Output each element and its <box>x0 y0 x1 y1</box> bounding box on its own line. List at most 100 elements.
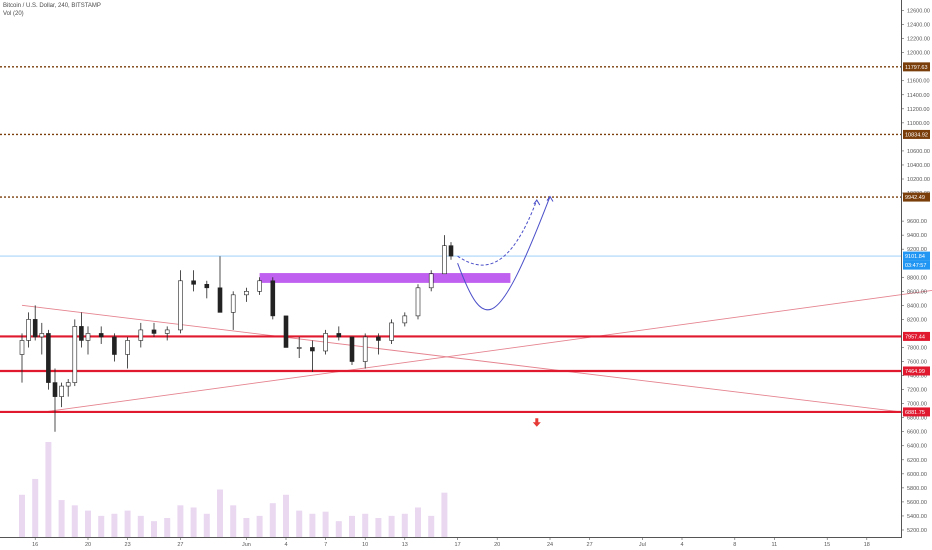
arrow-down-icon <box>532 418 541 427</box>
volume-bar <box>401 513 408 537</box>
time-tick-label: 4 <box>284 542 287 548</box>
price-tick-label: 7400.00 <box>907 374 927 380</box>
price-tick-label: 11600.00 <box>907 79 930 85</box>
time-tick-label: Jul <box>639 542 646 548</box>
volume-bar <box>349 515 355 537</box>
countdown-tag-label: 03:47:57 <box>905 263 926 269</box>
volume-bar <box>230 505 237 537</box>
time-tick-label: 8 <box>733 542 736 548</box>
candle-body <box>164 329 170 334</box>
volume-bar <box>375 518 382 537</box>
volume-bar <box>322 511 329 537</box>
candle-body <box>39 333 45 338</box>
candle-body <box>323 333 328 352</box>
volume-bar <box>203 513 210 537</box>
time-tick-label: 20 <box>85 542 91 548</box>
price-axis[interactable]: 12600.00 12400.00 12200.00 12000.00 11600.00… <box>901 9 930 534</box>
time-tick-label: 10 <box>362 542 368 548</box>
candle-body <box>336 333 342 338</box>
price-level-tag-label: 6881.75 <box>905 410 925 416</box>
candle-body <box>112 336 117 355</box>
volume-bar <box>151 521 157 537</box>
price-level-tag <box>903 331 930 341</box>
price-levels <box>0 66 901 414</box>
time-tick-label: 24 <box>547 542 553 548</box>
time-tick-label: 23 <box>125 542 131 548</box>
price-tick-label: 12000.00 <box>907 51 930 57</box>
volume-bar <box>164 518 171 537</box>
candle-body <box>191 280 196 285</box>
volume-bar <box>137 515 144 537</box>
candle-body <box>19 340 25 355</box>
price-tick-label: 6400.00 <box>907 444 927 450</box>
candle-body <box>217 287 223 313</box>
candle-body <box>428 273 434 289</box>
countdown-tag <box>903 260 930 270</box>
volume-bar <box>388 515 395 537</box>
candle-body <box>362 336 368 362</box>
volume-bar <box>256 515 263 537</box>
volume-bar <box>428 515 435 537</box>
candle-body <box>72 326 78 383</box>
price-level-tag-label: 11797.63 <box>905 65 928 71</box>
candle-body <box>389 322 394 341</box>
candle-body <box>26 319 31 341</box>
candle-body <box>230 294 236 313</box>
volume-bars <box>19 442 448 537</box>
candle-body <box>79 326 84 341</box>
candle-body <box>52 382 58 397</box>
price-tick-label: 10200.00 <box>907 177 930 183</box>
price-tick-label: 8400.00 <box>907 303 927 309</box>
chart-legend: Bitcoin / U.S. Dollar, 240, BITSTAMP Vol… <box>3 2 101 18</box>
volume-bar <box>296 510 303 537</box>
solid-projection-path <box>457 196 551 311</box>
candle-body <box>270 280 276 317</box>
price-level-tag <box>903 129 930 139</box>
price-level-tag <box>903 366 930 376</box>
time-tick-label: 13 <box>402 542 408 548</box>
price-tick-label: 12600.00 <box>907 9 930 15</box>
time-axis[interactable]: 16 20 23 27 Jun 4 7 10 13 17 20 24 27 Jul 4 8 11 15 18 <box>32 537 870 548</box>
candle-body <box>138 329 144 341</box>
candle-body <box>125 340 130 355</box>
candle-body <box>402 315 408 324</box>
volume-bar <box>217 489 223 537</box>
time-tick-label: 18 <box>864 542 870 548</box>
volume-bar <box>58 500 65 537</box>
price-level-tag-label: 7957.44 <box>905 334 925 340</box>
price-tick-label: 10600.00 <box>907 149 930 155</box>
supply-zone <box>259 273 511 283</box>
volume-bar <box>19 494 25 537</box>
volume-bar <box>441 492 448 537</box>
price-tick-label: 7000.00 <box>907 402 927 408</box>
time-tick-label: 16 <box>32 542 38 548</box>
time-tick-label: 11 <box>772 542 778 548</box>
price-tick-label: 10400.00 <box>907 163 930 169</box>
last-price-tag <box>903 251 930 261</box>
candle-body <box>415 287 421 317</box>
volume-bar <box>32 478 39 537</box>
candle-body <box>151 329 157 334</box>
price-tick-label: 9200.00 <box>907 247 927 253</box>
volume-bar <box>45 442 52 537</box>
price-tick-label: 11200.00 <box>907 107 930 113</box>
time-tick-label: 20 <box>494 542 500 548</box>
price-tick-label: 9600.00 <box>907 219 927 225</box>
volume-bar <box>415 507 421 537</box>
volume-bar <box>177 505 184 537</box>
time-tick-label: 15 <box>824 542 830 548</box>
price-tags: 11797.63 10834.92 9942.49 7957.44 7464.99 688… <box>903 62 930 417</box>
candle-body <box>46 333 51 383</box>
price-tick-label: 6200.00 <box>907 458 927 464</box>
candle-body <box>85 333 91 341</box>
price-tick-label: 12400.00 <box>907 23 930 29</box>
price-level-tag <box>903 407 930 417</box>
time-tick-label: 27 <box>177 542 183 548</box>
price-tick-label: 7200.00 <box>907 388 927 394</box>
price-tick-label: 6800.00 <box>907 416 927 422</box>
candle-body <box>204 283 210 289</box>
signal-marker <box>532 418 541 427</box>
price-level-tag-label: 9942.49 <box>905 195 925 201</box>
price-tick-label: 7600.00 <box>907 360 927 366</box>
